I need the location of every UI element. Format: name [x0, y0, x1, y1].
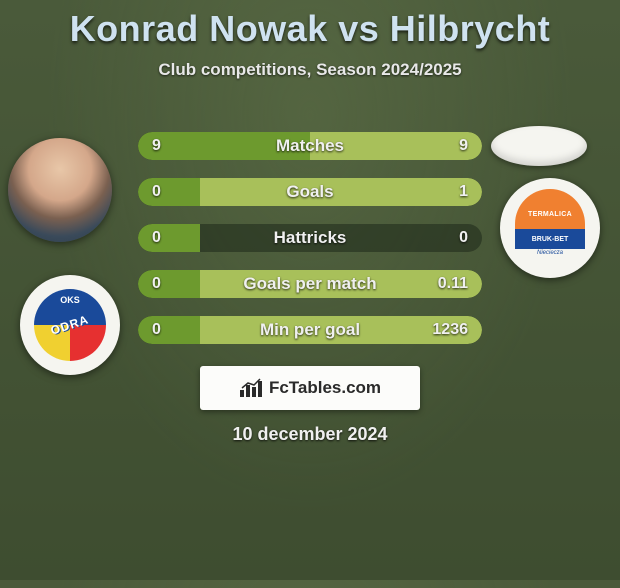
footer-brand-badge: FcTables.com [200, 366, 420, 410]
stat-value-right: 1236 [432, 316, 468, 344]
page-subtitle: Club competitions, Season 2024/2025 [0, 60, 620, 80]
player-right-avatar [491, 126, 587, 166]
player-left-avatar [8, 138, 112, 242]
stat-value-right: 1 [459, 178, 468, 206]
club-right-bot-text: Nieciecza [515, 249, 585, 267]
stat-value-left: 0 [152, 224, 161, 252]
footer-brand-text: FcTables.com [269, 378, 381, 398]
stat-label: Min per goal [138, 316, 482, 344]
stat-row: Goals per match0 0.11 [138, 270, 482, 298]
club-left-badge-inner: ODRA [34, 289, 106, 361]
club-right-badge: TERMALICA BRUK-BET Nieciecza [500, 178, 600, 278]
stat-value-left: 0 [152, 178, 161, 206]
footer-date: 10 december 2024 [0, 424, 620, 445]
club-left-name: ODRA [49, 312, 91, 337]
stat-label: Matches [138, 132, 482, 160]
stat-value-left: 9 [152, 132, 161, 160]
stat-value-right: 0.11 [438, 270, 468, 298]
stat-value-right: 9 [459, 132, 468, 160]
club-right-badge-inner: TERMALICA BRUK-BET Nieciecza [515, 189, 585, 267]
stat-label: Goals [138, 178, 482, 206]
page-title: Konrad Nowak vs Hilbrycht [0, 8, 620, 50]
stat-label: Hattricks [138, 224, 482, 252]
club-right-mid-text: BRUK-BET [515, 229, 585, 249]
club-left-badge: ODRA [20, 275, 120, 375]
stat-row: Min per goal0 1236 [138, 316, 482, 344]
club-right-top-text: TERMALICA [515, 189, 585, 229]
stat-value-left: 0 [152, 316, 161, 344]
stat-label: Goals per match [138, 270, 482, 298]
stat-row: Hattricks0 0 [138, 224, 482, 252]
stat-row: Matches9 9 [138, 132, 482, 160]
stat-row: Goals0 1 [138, 178, 482, 206]
stat-value-right: 0 [459, 224, 468, 252]
chart-icon [239, 378, 263, 398]
stat-value-left: 0 [152, 270, 161, 298]
stats-container: Matches99Goals01Hattricks00Goals per mat… [138, 132, 482, 362]
